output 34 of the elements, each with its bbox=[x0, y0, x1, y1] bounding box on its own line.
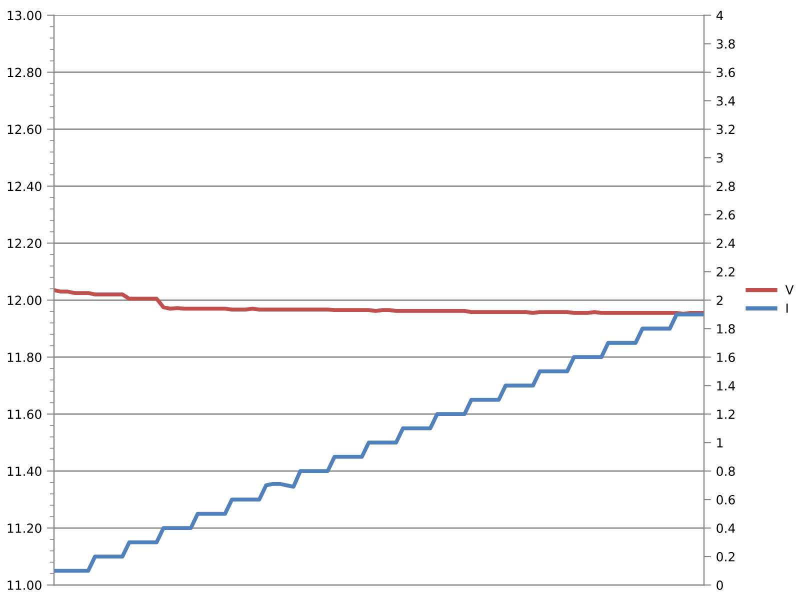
y2-tick-label: 0.6 bbox=[716, 495, 735, 504]
y-tick-label: 12.80 bbox=[8, 68, 42, 78]
y2-tick-label: 3.8 bbox=[716, 39, 735, 49]
y2-tick-label: 3 bbox=[716, 153, 723, 163]
y2-tick-label: 0.4 bbox=[716, 524, 735, 533]
y2-tick-label: 3.6 bbox=[716, 68, 735, 78]
y-tick-label: 12.20 bbox=[8, 238, 42, 248]
y2-tick-label: 0 bbox=[716, 580, 723, 590]
y2-tick-label: 1.4 bbox=[717, 381, 735, 390]
y2-tick-label: 2.4 bbox=[716, 238, 735, 248]
y-tick-label: 11.20 bbox=[8, 524, 42, 533]
y-tick-label: 11.00 bbox=[8, 580, 42, 590]
y2-tick-label: 4 bbox=[716, 10, 724, 20]
y2-tick-label: 2.2 bbox=[716, 267, 734, 276]
y2-tick-label: 2.6 bbox=[716, 210, 735, 220]
y2-tick-label: 0.2 bbox=[716, 552, 734, 562]
y2-tick-label: 1.6 bbox=[717, 352, 735, 362]
y2-tick-label: 2 bbox=[716, 296, 723, 305]
y-tick-label: 13.00 bbox=[8, 10, 42, 20]
y-tick-label: 11.60 bbox=[8, 410, 42, 420]
y2-tick-label: 1.8 bbox=[717, 324, 735, 334]
y2-tick-label: 1 bbox=[717, 438, 723, 448]
y2-tick-label: 3.4 bbox=[716, 96, 735, 106]
y-tick-label: 12.00 bbox=[8, 296, 42, 306]
y2-tick-label: 3.2 bbox=[716, 124, 734, 134]
y2-tick-label: 1.2 bbox=[717, 410, 734, 419]
y2-tick-label: 2.8 bbox=[716, 182, 735, 192]
legend-label: I bbox=[786, 304, 788, 313]
y-tick-label: 11.80 bbox=[8, 352, 42, 362]
y2-tick-label: 0.8 bbox=[716, 466, 735, 476]
legend-label: V bbox=[785, 285, 794, 294]
y-tick-label: 12.40 bbox=[8, 182, 42, 192]
y-tick-label: 12.60 bbox=[8, 124, 42, 134]
y-tick-label: 11.40 bbox=[8, 466, 42, 476]
